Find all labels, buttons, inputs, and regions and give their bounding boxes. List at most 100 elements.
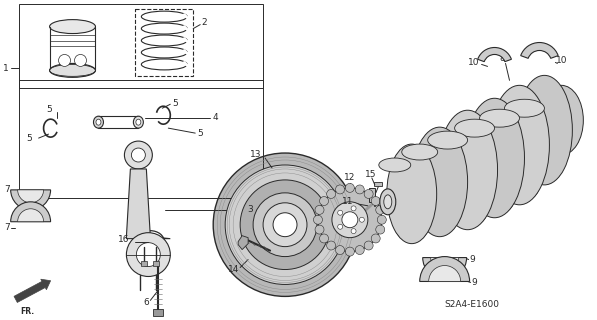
Ellipse shape <box>396 216 427 241</box>
Text: S2A4-E1600: S2A4-E1600 <box>445 300 500 309</box>
Circle shape <box>225 165 345 284</box>
Circle shape <box>338 210 343 215</box>
Circle shape <box>263 203 307 247</box>
Ellipse shape <box>427 131 467 149</box>
Ellipse shape <box>438 110 497 230</box>
Ellipse shape <box>479 109 519 127</box>
Wedge shape <box>18 209 44 222</box>
Ellipse shape <box>387 144 436 244</box>
Ellipse shape <box>464 98 525 218</box>
Text: 9: 9 <box>472 278 478 287</box>
Circle shape <box>346 183 355 192</box>
Ellipse shape <box>516 76 573 185</box>
Circle shape <box>364 189 373 198</box>
Ellipse shape <box>500 172 539 202</box>
Ellipse shape <box>475 185 514 215</box>
Circle shape <box>136 243 161 267</box>
Circle shape <box>315 205 324 214</box>
Bar <box>141 260 147 266</box>
Circle shape <box>213 153 357 296</box>
Text: 9: 9 <box>470 255 475 264</box>
Circle shape <box>364 241 373 250</box>
Bar <box>374 182 382 186</box>
Circle shape <box>127 233 170 276</box>
Wedge shape <box>478 47 512 62</box>
Ellipse shape <box>133 116 143 128</box>
Text: FR.: FR. <box>21 307 35 316</box>
Ellipse shape <box>96 119 101 125</box>
Ellipse shape <box>455 119 494 137</box>
Bar <box>153 260 159 266</box>
Text: 3: 3 <box>247 205 253 214</box>
Text: 14: 14 <box>228 265 239 274</box>
Text: 5: 5 <box>197 129 203 138</box>
Circle shape <box>371 234 380 243</box>
Circle shape <box>346 247 355 256</box>
Circle shape <box>359 217 364 222</box>
Ellipse shape <box>490 85 549 205</box>
Text: 11: 11 <box>342 197 353 206</box>
Text: 13: 13 <box>250 149 261 158</box>
Ellipse shape <box>421 206 458 233</box>
Ellipse shape <box>448 197 487 227</box>
Ellipse shape <box>540 85 583 155</box>
Ellipse shape <box>527 155 562 181</box>
Text: 1: 1 <box>3 64 8 73</box>
Wedge shape <box>11 190 51 210</box>
Ellipse shape <box>402 144 438 160</box>
Wedge shape <box>420 257 470 282</box>
Text: 7: 7 <box>5 185 10 194</box>
Text: 5: 5 <box>173 99 178 108</box>
Text: 8: 8 <box>500 54 505 63</box>
Circle shape <box>377 215 386 224</box>
Circle shape <box>355 185 364 194</box>
Wedge shape <box>521 43 558 58</box>
Text: 5: 5 <box>27 133 32 143</box>
Ellipse shape <box>379 158 411 172</box>
Text: 2: 2 <box>201 18 207 27</box>
Text: 10: 10 <box>467 58 479 67</box>
Circle shape <box>351 206 356 211</box>
Ellipse shape <box>94 116 103 128</box>
Circle shape <box>131 148 145 162</box>
Ellipse shape <box>50 20 96 34</box>
Circle shape <box>355 245 364 254</box>
Text: 12: 12 <box>344 173 355 182</box>
Circle shape <box>59 54 70 67</box>
Bar <box>19 4 263 88</box>
Wedge shape <box>429 266 461 282</box>
Text: 6: 6 <box>143 298 149 307</box>
Bar <box>153 309 164 316</box>
Bar <box>19 80 263 198</box>
Text: 4: 4 <box>212 113 218 122</box>
Bar <box>136 9 193 76</box>
Bar <box>369 188 375 202</box>
Circle shape <box>336 245 344 254</box>
Circle shape <box>319 234 328 243</box>
Circle shape <box>342 212 358 228</box>
Ellipse shape <box>136 119 141 125</box>
Circle shape <box>371 196 380 205</box>
Ellipse shape <box>50 63 96 77</box>
Circle shape <box>332 202 368 238</box>
Wedge shape <box>423 258 467 279</box>
Circle shape <box>124 141 152 169</box>
Text: 10: 10 <box>556 56 568 65</box>
Circle shape <box>273 213 297 237</box>
Circle shape <box>327 241 336 250</box>
Text: 5: 5 <box>47 105 53 114</box>
Wedge shape <box>18 190 44 203</box>
Circle shape <box>313 215 322 224</box>
Circle shape <box>327 189 336 198</box>
Circle shape <box>315 225 324 234</box>
Wedge shape <box>11 202 51 222</box>
Circle shape <box>338 224 343 229</box>
Circle shape <box>376 205 384 214</box>
FancyArrow shape <box>14 279 51 302</box>
Ellipse shape <box>412 127 467 237</box>
Circle shape <box>336 185 344 194</box>
Wedge shape <box>430 258 458 271</box>
Circle shape <box>319 196 328 205</box>
Circle shape <box>351 228 356 234</box>
Circle shape <box>75 54 87 67</box>
